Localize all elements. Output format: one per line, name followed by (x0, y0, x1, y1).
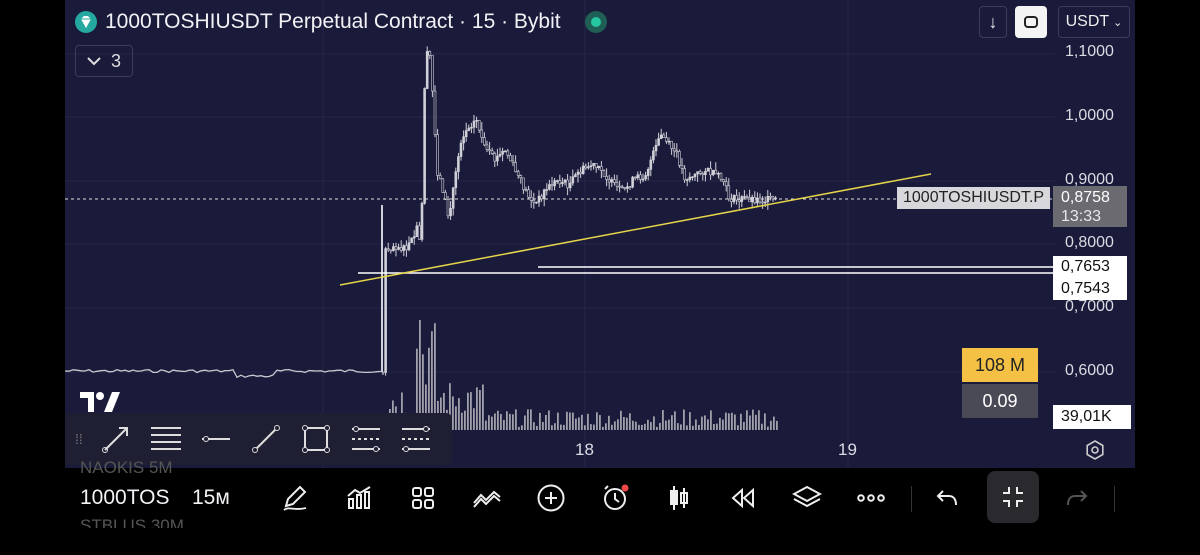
price-tick-label: 0,9000 (1065, 171, 1114, 188)
grid-icon (412, 487, 434, 509)
add-button[interactable] (535, 482, 567, 514)
volume-tag: 108 M (962, 348, 1038, 382)
trend-line-icon (252, 425, 280, 453)
symbol-price-tag: 1000TOSHIUSDT.P (897, 187, 1051, 209)
arrow-down-icon: ↓ (988, 11, 998, 32)
arrow-line-icon (102, 427, 128, 453)
undo-icon (936, 490, 957, 506)
current-price-tag: 0,8758 13:33 (1053, 186, 1127, 227)
date-range-tool[interactable] (391, 415, 441, 463)
time-tick-label: 19 (838, 440, 857, 459)
chart-type-button[interactable] (663, 482, 695, 514)
tradingview-logo-icon (80, 392, 120, 412)
currency-select[interactable]: USDT ⌄ (1058, 6, 1130, 38)
current-price: 0,8758 (1061, 189, 1110, 206)
rewind-icon (731, 487, 754, 509)
object-tree-button[interactable] (791, 482, 823, 514)
market-open-dot-icon (584, 11, 607, 33)
replay-button[interactable] (727, 482, 759, 514)
bar-countdown: 13:33 (1061, 208, 1102, 225)
grid (65, 0, 1055, 468)
resolution-button[interactable]: 15м (192, 486, 230, 509)
rectangle-icon (302, 425, 330, 453)
chart-settings-gear-icon[interactable] (1085, 440, 1105, 460)
price-tick-label: 0,8000 (1065, 234, 1114, 251)
sync-button[interactable] (1015, 6, 1047, 38)
trend-line-tool[interactable] (241, 415, 291, 463)
hline-lower-price: 0,7543 (1053, 278, 1127, 300)
price-tick-label: 0,6000 (1065, 362, 1114, 379)
arrow-tool[interactable] (91, 415, 141, 463)
undo-button[interactable] (931, 482, 963, 514)
drag-handle-icon[interactable]: ⁞⁞ (75, 431, 83, 447)
chevron-down-icon: ⌄ (1113, 16, 1123, 29)
symbol-button[interactable]: 1000TOS (80, 486, 170, 509)
rectangle-tool[interactable] (291, 415, 341, 463)
chart-screen[interactable]: 1000TOSHIUSDT Perpetual Contract · 15 · … (65, 0, 1135, 528)
compare-icon (473, 490, 501, 508)
drawing-toolbar[interactable]: ⁞⁞ (65, 413, 452, 465)
date-range-icon (402, 426, 430, 452)
scroll-to-latest-button[interactable]: ↓ (979, 6, 1007, 38)
horizontal-lines-tool[interactable] (141, 415, 191, 463)
pen-icon (283, 485, 307, 511)
price-tick-label: 1,0000 (1065, 107, 1114, 124)
hline-upper-price: 0,7653 (1053, 256, 1127, 278)
redo-icon (1067, 490, 1088, 506)
bybit-gem-icon (75, 11, 97, 33)
trendline (339, 173, 932, 286)
price-range-tool[interactable] (341, 415, 391, 463)
exit-fullscreen-icon (1003, 487, 1023, 507)
indicators-button[interactable] (343, 482, 375, 514)
exit-fullscreen-button[interactable] (987, 471, 1039, 523)
toolbar-divider (1114, 486, 1115, 512)
horizontal-line-tool[interactable] (191, 415, 241, 463)
currency-value: USDT (1065, 13, 1110, 30)
indicators-icon (347, 486, 371, 509)
price-tick-label: 0,7000 (1065, 298, 1114, 315)
drawing-tools-button[interactable] (279, 482, 311, 514)
pre-listing-line (65, 368, 382, 379)
watchlist-ghost-upper: NAOKIS 5M (80, 458, 173, 477)
sync-icon (1024, 16, 1038, 28)
fib-levels-icon (151, 427, 181, 450)
symbol-title-bar[interactable]: 1000TOSHIUSDT Perpetual Contract · 15 · … (75, 8, 607, 36)
bottom-toolbar[interactable]: NAOKIS 5M STBLUS 30M 1000TOS 15м (65, 458, 1135, 528)
more-button[interactable] (855, 482, 887, 514)
more-dots-icon (857, 494, 885, 502)
symbol-title: 1000TOSHIUSDT Perpetual Contract · 15 · … (105, 10, 561, 33)
compare-button[interactable] (471, 482, 503, 514)
alerts-button[interactable] (599, 482, 631, 514)
price-range-icon (352, 426, 380, 452)
layouts-button[interactable] (407, 482, 439, 514)
collapse-indicators-button[interactable]: 3 (75, 45, 133, 77)
volume-axis-label: 39,01K (1053, 405, 1131, 429)
price-tick-label: 1,1000 (1065, 43, 1114, 60)
volume-ratio-tag: 0.09 (962, 384, 1038, 418)
alarm-clock-icon (604, 484, 629, 510)
watchlist-ghost-lower: STBLUS 30M (80, 516, 184, 528)
layers-icon (792, 485, 822, 508)
chevron-down-icon (87, 57, 101, 66)
candlestick-icon (670, 486, 688, 510)
plus-circle-icon (537, 484, 565, 512)
redo-button[interactable] (1061, 482, 1093, 514)
horizontal-line-icon (202, 436, 230, 442)
time-tick-label: 18 (575, 440, 594, 459)
candles (381, 46, 777, 376)
indicator-count: 3 (110, 50, 121, 71)
toolbar-divider (911, 486, 912, 512)
